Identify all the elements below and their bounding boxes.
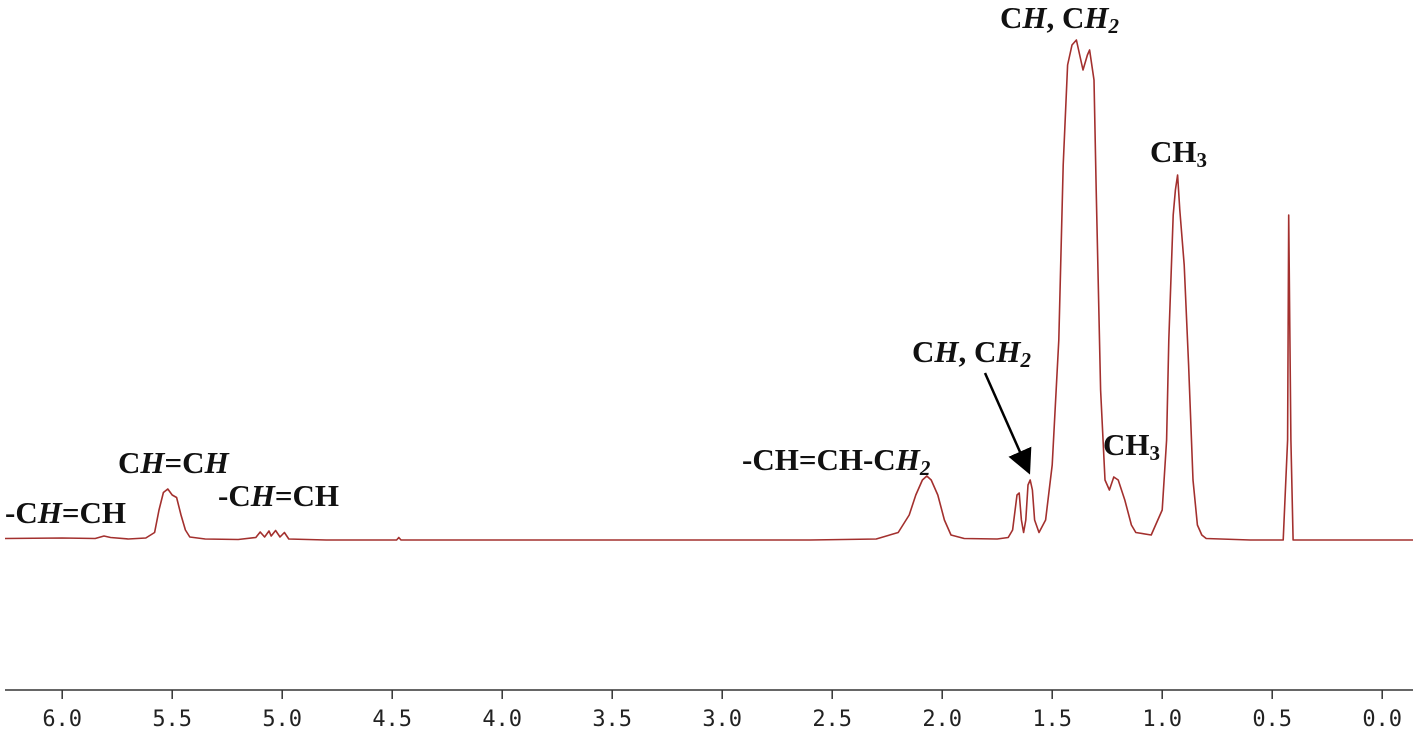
x-tick-label: 1.5 bbox=[1032, 707, 1072, 732]
annotation-arrow bbox=[983, 372, 1032, 475]
x-tick-label: 0.0 bbox=[1362, 707, 1402, 732]
peak-annotation: -CH=CH-CH2 bbox=[742, 442, 931, 480]
annotation-run: 3 bbox=[1150, 441, 1161, 465]
x-tick-label: 1.0 bbox=[1142, 707, 1182, 732]
annotation-run: H bbox=[895, 442, 921, 477]
annotation-run: H bbox=[139, 445, 165, 480]
annotation-run: H bbox=[250, 478, 276, 513]
peak-annotation: CH=CH bbox=[118, 445, 230, 480]
peak-annotation: CH, CH2 bbox=[1000, 0, 1120, 38]
x-tick-label: 0.5 bbox=[1252, 707, 1292, 732]
spectrum-line bbox=[4, 39, 1413, 541]
annotation-run: C bbox=[912, 334, 934, 369]
annotation-run: CH bbox=[1150, 134, 1197, 169]
annotation-run: 2 bbox=[1108, 14, 1120, 38]
annotation-run: H bbox=[1021, 0, 1047, 35]
annotation-run: H bbox=[37, 495, 63, 530]
annotation-run: C bbox=[1000, 0, 1022, 35]
annotation-run: =C bbox=[165, 445, 205, 480]
x-tick-label: 2.0 bbox=[922, 707, 962, 732]
annotation-run: H bbox=[995, 334, 1021, 369]
annotation-run: , C bbox=[1047, 0, 1085, 35]
x-tick-label: 6.0 bbox=[42, 707, 82, 732]
annotation-run: -CH=CH-C bbox=[742, 442, 896, 477]
x-tick-label: 5.0 bbox=[262, 707, 302, 732]
annotation-run: 2 bbox=[1020, 348, 1032, 372]
annotation-run: CH bbox=[1103, 427, 1150, 462]
annotation-run: 3 bbox=[1197, 148, 1208, 172]
peak-annotation: -CH=CH bbox=[218, 478, 339, 513]
annotation-run: H bbox=[933, 334, 959, 369]
peak-annotation: CH3 bbox=[1103, 427, 1160, 465]
x-tick-label: 4.5 bbox=[372, 707, 412, 732]
x-tick-label: 5.5 bbox=[152, 707, 192, 732]
x-tick-label: 4.0 bbox=[482, 707, 522, 732]
annotation-run: H bbox=[204, 445, 230, 480]
annotation-run: H bbox=[1083, 0, 1109, 35]
annotation-run: C bbox=[118, 445, 140, 480]
annotation-run: -C bbox=[5, 495, 38, 530]
x-tick-label: 3.5 bbox=[592, 707, 632, 732]
peak-annotation: CH3 bbox=[1150, 134, 1207, 172]
annotation-run: =CH bbox=[62, 495, 126, 530]
x-tick-label: 2.5 bbox=[812, 707, 852, 732]
annotation-run: -C bbox=[218, 478, 251, 513]
annotation-run: 2 bbox=[919, 456, 931, 480]
annotation-run: =CH bbox=[275, 478, 339, 513]
peak-annotation: -CH=CH bbox=[5, 495, 126, 530]
annotation-run: , C bbox=[959, 334, 997, 369]
x-tick-label: 3.0 bbox=[702, 707, 742, 732]
peak-annotation: CH, CH2 bbox=[912, 334, 1032, 372]
